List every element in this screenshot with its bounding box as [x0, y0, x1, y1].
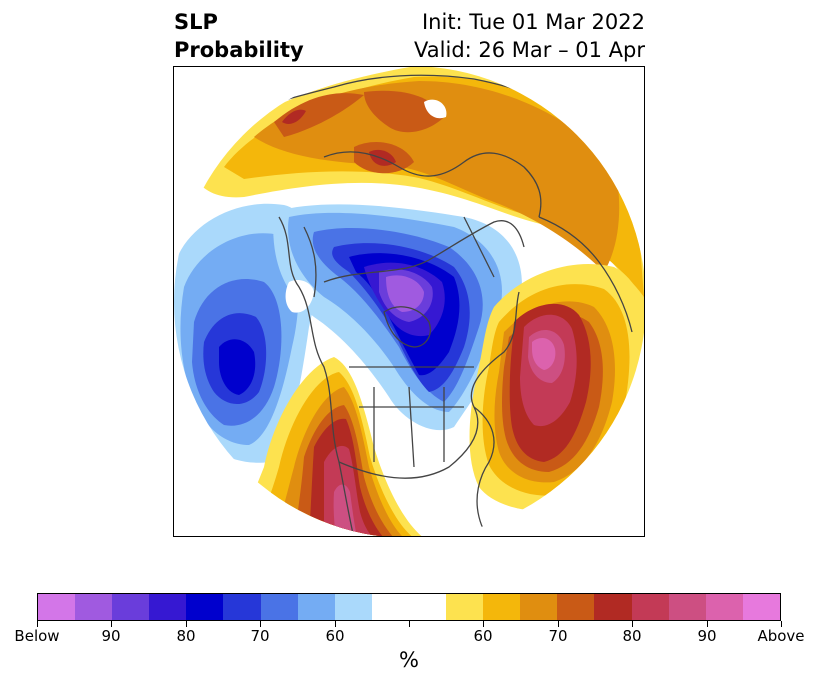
- colorbar-segment: [520, 594, 558, 620]
- colorbar-tick-label: Above: [757, 627, 805, 645]
- colorbar-segment: [223, 594, 261, 620]
- colorbar-segment: [631, 594, 669, 620]
- colorbar-segment: [742, 594, 780, 620]
- colorbar-tick-label: Below: [14, 627, 60, 645]
- colorbar: [37, 593, 781, 621]
- colorbar-tick-label: 80: [622, 627, 642, 645]
- colorbar-segment: [594, 594, 632, 620]
- colorbar-tick: [111, 621, 112, 627]
- probability-map: [174, 67, 644, 536]
- colorbar-tick-label: 70: [250, 627, 270, 645]
- colorbar-tick: [335, 621, 336, 627]
- colorbar-tick: [781, 621, 782, 627]
- colorbar-tick: [558, 621, 559, 627]
- title-block-left: SLP Probability: [174, 8, 304, 64]
- colorbar-tick-label: 90: [697, 627, 717, 645]
- colorbar-tick-label: 60: [325, 627, 345, 645]
- colorbar-segment: [446, 594, 484, 620]
- colorbar-segment: [149, 594, 187, 620]
- north-america-low-region: [273, 204, 522, 431]
- colorbar-tick-label: 60: [473, 627, 493, 645]
- colorbar-segment: [557, 594, 595, 620]
- colorbar-tick-label: 70: [548, 627, 568, 645]
- title-type: Probability: [174, 38, 304, 62]
- eurasia-high-region: [194, 67, 644, 317]
- colorbar-segment: [483, 594, 521, 620]
- colorbar-tick: [483, 621, 484, 627]
- colorbar-segment: [668, 594, 706, 620]
- western-us-high-region: [234, 357, 424, 536]
- colorbar-tick-label: 80: [176, 627, 196, 645]
- colorbar-segment: [408, 594, 447, 620]
- colorbar-segment: [112, 594, 150, 620]
- colorbar-tick: [260, 621, 261, 627]
- colorbar-label: %: [399, 648, 419, 672]
- colorbar-segment: [260, 594, 298, 620]
- colorbar-tick: [632, 621, 633, 627]
- colorbar-tick: [707, 621, 708, 627]
- init-date: Init: Tue 01 Mar 2022: [421, 10, 645, 34]
- title-block-right: Init: Tue 01 Mar 2022 Valid: 26 Mar – 01…: [414, 8, 645, 64]
- colorbar-tick-label: 90: [101, 627, 121, 645]
- colorbar-segment: [371, 594, 409, 620]
- colorbar-segment: [75, 594, 113, 620]
- map-panel: [173, 66, 645, 537]
- colorbar-segment: [38, 594, 76, 620]
- title-variable: SLP: [174, 10, 218, 34]
- colorbar-segment: [705, 594, 743, 620]
- colorbar-segment: [297, 594, 335, 620]
- colorbar-segment: [334, 594, 372, 620]
- colorbar-tick: [186, 621, 187, 627]
- colorbar-tick: [37, 621, 38, 627]
- colorbar-tick: [409, 621, 410, 627]
- colorbar-segment: [186, 594, 224, 620]
- valid-range: Valid: 26 Mar – 01 Apr: [414, 38, 645, 62]
